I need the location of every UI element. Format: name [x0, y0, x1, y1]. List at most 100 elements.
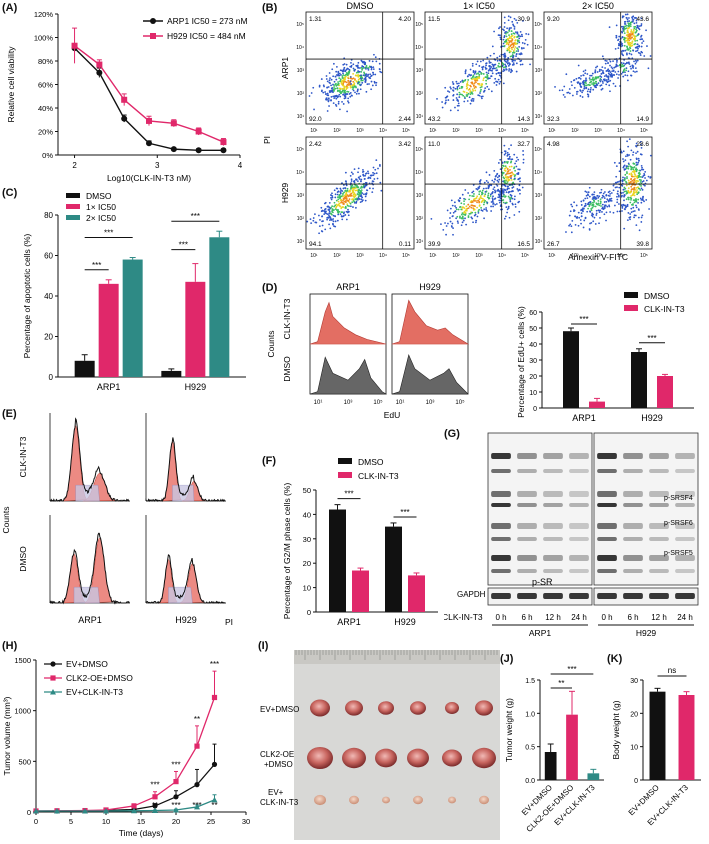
b-event-dot	[515, 42, 518, 45]
b-event-dot	[614, 48, 617, 50]
b-event-dot	[357, 197, 360, 200]
b-event-dot	[591, 83, 593, 85]
b-event-dot	[340, 73, 342, 76]
b-event-dot	[503, 45, 506, 48]
b-event-dot	[455, 97, 458, 99]
b-event-dot	[341, 89, 344, 92]
b-plot-frame	[424, 11, 534, 125]
g-gapdh-band	[491, 593, 511, 599]
tumor	[375, 748, 397, 768]
k-y-tick-label: 30	[630, 678, 638, 685]
b-event-dot	[634, 71, 636, 73]
b-event-dot	[504, 31, 507, 33]
b-event-dot	[372, 68, 375, 71]
g-band	[597, 569, 617, 573]
b-event-dot	[497, 193, 500, 196]
b-event-dot	[337, 200, 340, 203]
b-event-dot	[579, 78, 582, 80]
h-legend-label: EV+DMSO	[66, 659, 108, 669]
b-event-dot	[633, 186, 636, 189]
b-event-dot	[375, 81, 378, 84]
b-event-dot	[504, 174, 507, 177]
g-band	[675, 503, 695, 507]
b-event-dot	[647, 175, 650, 178]
b-event-dot	[637, 160, 640, 162]
b-event-dot	[498, 62, 500, 65]
b-event-dot	[459, 205, 462, 208]
b-event-dot	[446, 209, 449, 212]
b-y-label: PI	[262, 136, 272, 144]
b-event-dot	[648, 208, 651, 210]
b-x-label: Annexin V-FITC	[568, 252, 628, 262]
b-event-dot	[618, 210, 621, 213]
b-event-dot	[576, 217, 579, 219]
b-event-dot	[618, 195, 620, 198]
b-event-dot	[506, 47, 509, 50]
b-event-dot	[505, 206, 508, 209]
b-event-dot	[342, 84, 345, 87]
b-event-dot	[607, 200, 610, 203]
b-event-dot	[632, 70, 635, 73]
b-event-dot	[451, 81, 454, 83]
b-event-dot	[580, 222, 582, 225]
b-event-dot	[623, 227, 626, 230]
b-event-dot	[342, 199, 344, 202]
b-event-dot	[487, 194, 490, 197]
b-event-dot	[604, 59, 607, 62]
b-event-dot	[504, 195, 507, 198]
b-event-dot	[330, 198, 333, 201]
b-event-dot	[502, 176, 505, 179]
b-x-tick-label: 10²	[571, 253, 579, 259]
c-y-tick-label: 0	[49, 373, 54, 382]
b-event-dot	[334, 75, 337, 78]
b-event-dot	[361, 60, 364, 63]
b-event-dot	[350, 171, 353, 174]
b-event-dot	[338, 74, 341, 77]
b-event-dot	[572, 79, 575, 82]
f-y-tick-label: 10	[303, 584, 311, 593]
b-event-dot	[586, 90, 589, 93]
b-event-dot	[598, 195, 601, 198]
b-event-dot	[623, 39, 626, 41]
b-event-dot	[507, 170, 510, 172]
b-event-dot	[575, 90, 578, 93]
b-event-dot	[633, 201, 636, 204]
b-event-dot	[462, 90, 465, 93]
g-gapdh-band	[517, 593, 537, 599]
b-event-dot	[621, 35, 624, 38]
b-event-dot	[514, 203, 517, 206]
b-event-dot	[460, 208, 463, 211]
b-event-dot	[635, 167, 638, 170]
b-event-dot	[346, 93, 349, 95]
b-event-dot	[483, 89, 486, 92]
b-event-dot	[334, 220, 337, 223]
b-event-dot	[577, 224, 580, 227]
b-event-dot	[635, 152, 637, 155]
c-legend-label: DMSO	[86, 191, 112, 201]
b-event-dot	[634, 191, 637, 194]
g-band	[649, 555, 669, 561]
b-event-dot	[635, 142, 638, 145]
b-event-dot	[598, 222, 600, 225]
b-event-dot	[449, 220, 452, 223]
b-event-dot	[602, 70, 604, 72]
b-event-dot	[370, 88, 373, 91]
b-event-dot	[633, 194, 636, 197]
b-event-dot	[328, 72, 331, 74]
b-event-dot	[459, 81, 462, 83]
a-y-tick-label: 0%	[42, 151, 53, 160]
b-event-dot	[476, 195, 479, 198]
b-event-dot	[571, 205, 574, 208]
b-event-dot	[464, 189, 467, 191]
b-event-dot	[349, 205, 352, 208]
b-event-dot	[485, 208, 488, 211]
b-event-dot	[508, 39, 510, 42]
b-event-dot	[351, 201, 354, 204]
b-event-dot	[636, 39, 639, 42]
b-event-dot	[603, 201, 606, 203]
b-event-dot	[640, 143, 642, 146]
b-event-dot	[522, 47, 525, 50]
b-event-dot	[482, 59, 485, 62]
b-event-dot	[495, 66, 498, 69]
d-hist-dmso	[309, 356, 388, 395]
